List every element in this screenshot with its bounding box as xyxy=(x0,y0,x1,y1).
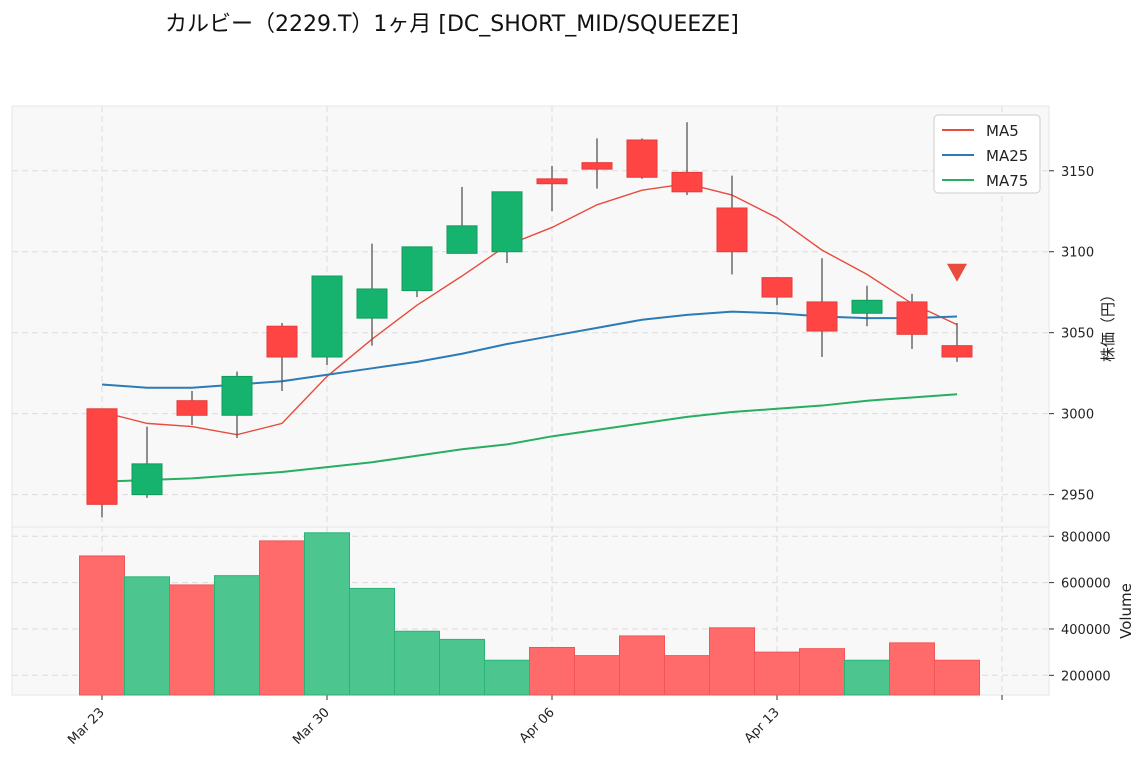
candle-body xyxy=(851,299,883,314)
x-tick-label: Mar 30 xyxy=(290,705,333,748)
candle-body xyxy=(176,400,208,416)
volume-bar xyxy=(214,575,260,696)
x-tick-label: Apr 06 xyxy=(517,705,558,746)
legend-box xyxy=(933,114,1041,194)
volume-bar xyxy=(484,659,530,696)
volume-bar xyxy=(619,635,665,696)
volume-bar xyxy=(664,655,710,696)
candle-body xyxy=(266,325,298,358)
volume-bar xyxy=(574,655,620,696)
volume-bar xyxy=(529,646,575,696)
volume-bar xyxy=(169,584,215,696)
price-tick-label: 2950 xyxy=(1061,489,1094,504)
volume-bar xyxy=(124,576,170,696)
candle-body xyxy=(491,191,523,253)
candle-body xyxy=(356,288,388,319)
volume-bar xyxy=(349,587,395,696)
price-tick-label: 3100 xyxy=(1061,246,1094,261)
volume-bar xyxy=(934,659,980,696)
volume-bar xyxy=(79,555,125,696)
candle-body xyxy=(401,246,433,292)
signal-marker-down-triangle xyxy=(947,263,967,282)
candle-body xyxy=(446,225,478,254)
volume-bar xyxy=(889,642,935,696)
candle-body xyxy=(131,463,163,496)
volume-bar xyxy=(799,648,845,696)
volume-bar xyxy=(439,638,485,696)
candle-body xyxy=(581,162,613,170)
volume-bar xyxy=(259,540,305,696)
volume-bar xyxy=(844,659,890,696)
volume-tick-label: 800000 xyxy=(1061,530,1111,545)
candle-body xyxy=(311,275,343,358)
ma-line-ma5 xyxy=(101,183,958,436)
ma-line-ma75 xyxy=(101,393,958,483)
candle-body xyxy=(626,139,658,178)
candle-body xyxy=(806,301,838,332)
candle-body xyxy=(671,171,703,193)
volume-bar xyxy=(304,532,350,696)
volume-axis-label: Volume xyxy=(1117,583,1135,639)
price-tick-label: 3050 xyxy=(1061,327,1094,342)
candle-body xyxy=(941,345,973,358)
volume-bar xyxy=(709,627,755,696)
candle-body xyxy=(221,375,253,416)
price-tick-label: 3000 xyxy=(1061,408,1094,423)
legend-label: MA5 xyxy=(986,122,1019,140)
volume-tick-label: 200000 xyxy=(1061,669,1111,684)
legend-label: MA25 xyxy=(986,147,1028,165)
volume-tick-label: 600000 xyxy=(1061,577,1111,592)
volume-bar xyxy=(394,630,440,696)
volume-tick-label: 400000 xyxy=(1061,623,1111,638)
chart-title: カルビー（2229.T）1ヶ月 [DC_SHORT_MID/SQUEEZE] xyxy=(165,12,739,37)
volume-bar xyxy=(754,651,800,696)
candle-body xyxy=(896,301,928,335)
x-tick-label: Mar 23 xyxy=(65,705,108,748)
x-tick-label: Apr 13 xyxy=(742,705,783,746)
price-tick-label: 3150 xyxy=(1061,165,1094,180)
price-panel-bg xyxy=(11,105,1050,528)
legend-label: MA75 xyxy=(986,172,1028,190)
legend: MA5 MA25 MA75 xyxy=(933,114,1041,194)
candle-body xyxy=(86,408,118,505)
candle-body xyxy=(716,207,748,253)
candle-body xyxy=(761,277,793,298)
price-axis-label: 株価（円） xyxy=(1099,287,1117,362)
candle-body xyxy=(536,178,568,185)
